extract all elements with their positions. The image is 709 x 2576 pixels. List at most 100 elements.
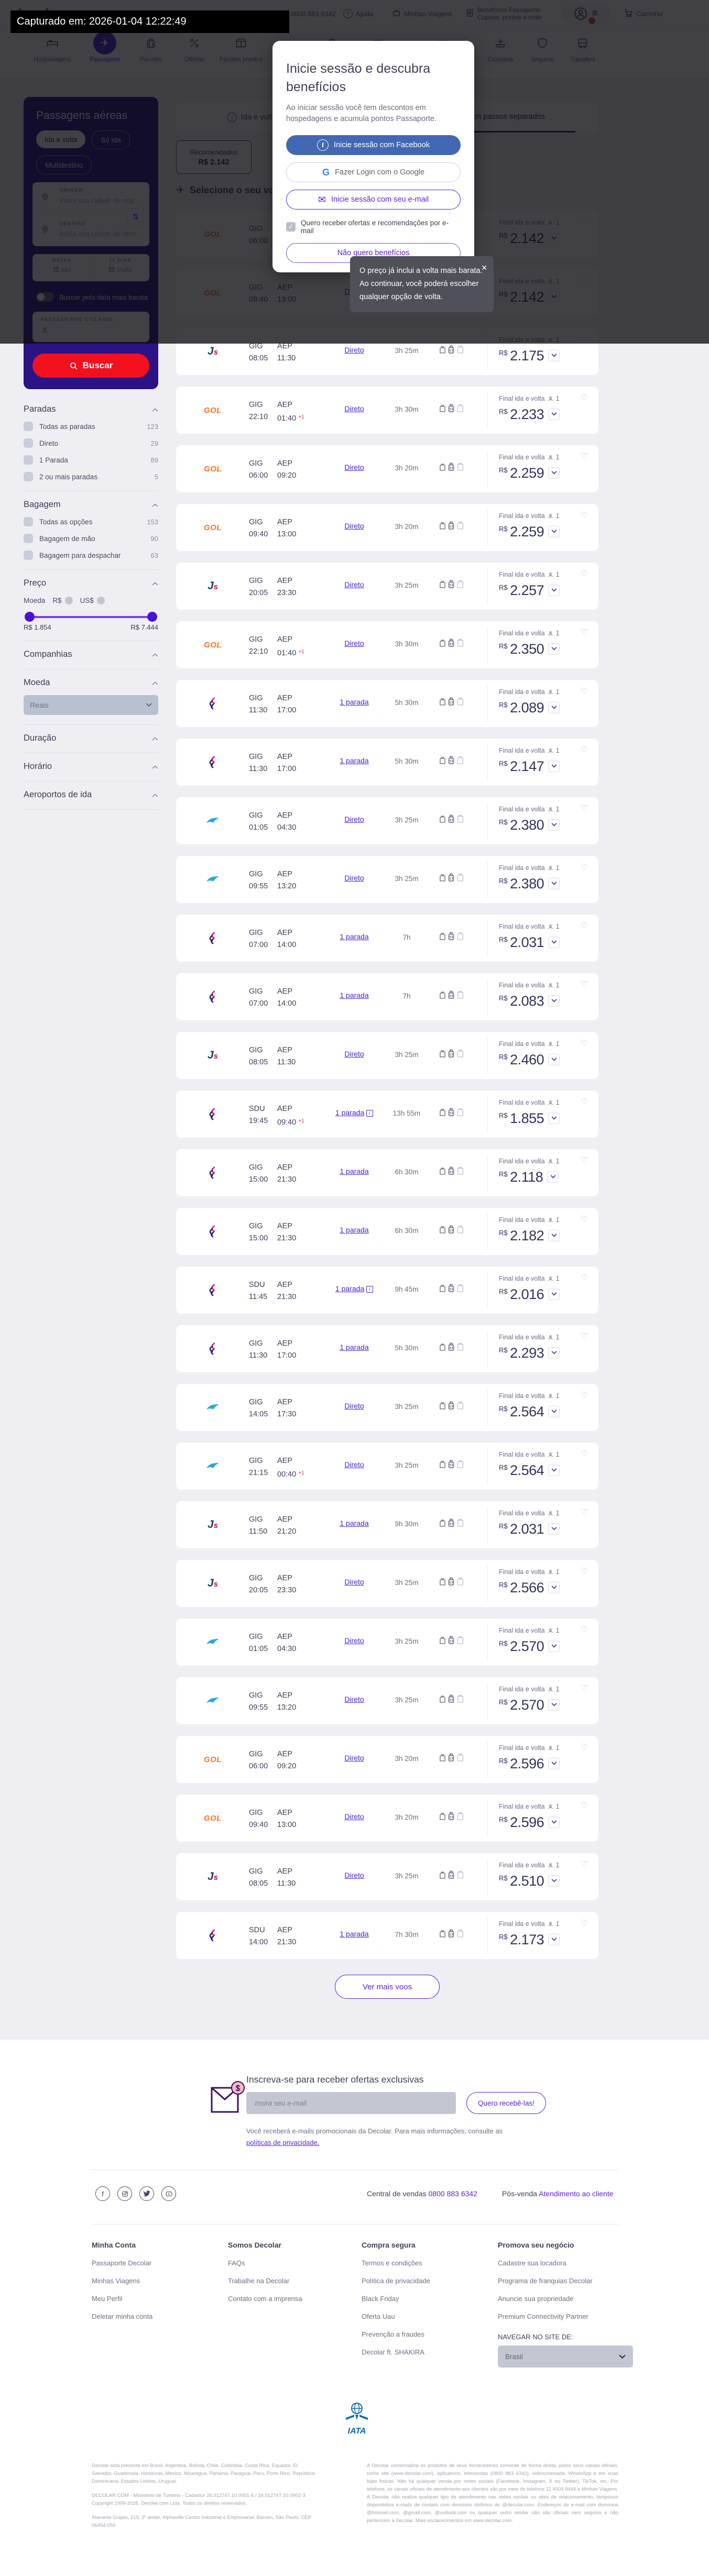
stops-info-icon[interactable]: i: [366, 1286, 374, 1293]
footer-link[interactable]: Cadastre sua locadora: [498, 2259, 566, 2267]
facebook-icon[interactable]: f: [95, 2186, 110, 2201]
expand-price-chevron-icon[interactable]: [548, 1875, 560, 1887]
flight-row[interactable]: SDU 14:00 AEP 21:30 1 parada 7h 30m Final ida …: [176, 1912, 598, 1959]
expand-price-chevron-icon[interactable]: [548, 877, 560, 889]
footer-link[interactable]: Premium Connectivity Partner: [498, 2313, 588, 2320]
flight-row[interactable]: GIG 11:30 AEP 17:00 1 parada 5h 30m Final ida …: [176, 739, 598, 786]
flight-row[interactable]: GIG 01:05 AEP 04:30 Direto 3h 25m Final ida e …: [176, 1619, 598, 1666]
footer-link[interactable]: Minhas Viagens: [92, 2277, 140, 2285]
favorite-heart-icon[interactable]: ♡: [581, 1508, 588, 1517]
footer-link[interactable]: Política de privacidade: [362, 2277, 430, 2285]
stops-link[interactable]: Direto: [344, 1636, 364, 1645]
favorite-heart-icon[interactable]: ♡: [581, 1215, 588, 1224]
expand-price-chevron-icon[interactable]: [548, 701, 560, 713]
favorite-heart-icon[interactable]: ♡: [581, 393, 588, 402]
chevron-up-icon[interactable]: [152, 405, 158, 415]
stops-link[interactable]: Direto: [344, 874, 364, 882]
facebook-login-button[interactable]: f Inicie sessão com Facebook: [286, 135, 461, 155]
favorite-heart-icon[interactable]: ♡: [581, 1391, 588, 1400]
instagram-icon[interactable]: [117, 2186, 132, 2201]
favorite-heart-icon[interactable]: ♡: [581, 863, 588, 872]
favorite-heart-icon[interactable]: ♡: [581, 511, 588, 520]
flight-row[interactable]: GIG 15:00 AEP 21:30 1 parada 6h 30m Final ida …: [176, 1208, 598, 1255]
stops-link[interactable]: 1 parada: [340, 1167, 369, 1175]
favorite-heart-icon[interactable]: ♡: [581, 980, 588, 989]
expand-price-chevron-icon[interactable]: [548, 819, 560, 831]
expand-price-chevron-icon[interactable]: [548, 408, 560, 420]
price-slider-handle-max[interactable]: [147, 612, 157, 622]
flight-row[interactable]: GIG 11:30 AEP 17:00 1 parada 5h 30m Final ida …: [176, 1325, 598, 1372]
expand-price-chevron-icon[interactable]: [548, 1347, 560, 1359]
flight-row[interactable]: GIG 07:00 AEP 14:00 1 parada 7h Final ida e vo…: [176, 915, 598, 962]
expand-price-chevron-icon[interactable]: [548, 1581, 560, 1593]
favorite-heart-icon[interactable]: ♡: [581, 628, 588, 637]
filter-checkbox[interactable]: [24, 438, 33, 448]
email-login-button[interactable]: ✉ Inicie sessão com seu e-mail: [286, 190, 461, 210]
expand-price-chevron-icon[interactable]: [548, 1288, 560, 1300]
favorite-heart-icon[interactable]: ♡: [581, 1332, 588, 1341]
favorite-heart-icon[interactable]: ♡: [581, 1039, 588, 1048]
expand-price-chevron-icon[interactable]: [548, 1640, 560, 1652]
filter-checkbox[interactable]: [24, 517, 33, 526]
twitter-icon[interactable]: [139, 2186, 154, 2201]
privacy-policy-link[interactable]: políticas de privacidade.: [246, 2139, 320, 2146]
chevron-up-icon[interactable]: [152, 501, 158, 510]
favorite-heart-icon[interactable]: ♡: [581, 1156, 588, 1165]
currency-radio[interactable]: [64, 597, 73, 604]
expand-price-chevron-icon[interactable]: [548, 643, 560, 655]
stops-link[interactable]: Direto: [344, 346, 364, 354]
flight-row[interactable]: GIG 07:00 AEP 14:00 1 parada 7h Final ida e vo…: [176, 973, 598, 1020]
chevron-up-icon[interactable]: [152, 791, 158, 800]
search-button[interactable]: Buscar: [32, 354, 149, 378]
close-icon[interactable]: ✕: [481, 263, 487, 272]
stops-link[interactable]: Direto: [344, 1754, 364, 1762]
youtube-icon[interactable]: [161, 2186, 176, 2201]
offers-checkbox[interactable]: ✓: [286, 222, 296, 232]
stops-link[interactable]: 1 parada: [335, 1284, 365, 1293]
favorite-heart-icon[interactable]: ♡: [581, 1273, 588, 1282]
expand-price-chevron-icon[interactable]: [548, 1816, 560, 1828]
flight-row[interactable]: Js GIG 11:50 AEP 21:20 1 parada 9h 30m Final id…: [176, 1501, 598, 1548]
google-login-button[interactable]: G Fazer Login com o Google: [286, 162, 461, 182]
footer-link[interactable]: Anuncie sua propriedade: [498, 2295, 574, 2303]
stops-info-icon[interactable]: i: [366, 1110, 374, 1117]
footer-link[interactable]: Decolar ft. SHAKIRA: [362, 2348, 424, 2356]
expand-price-chevron-icon[interactable]: [548, 1933, 560, 1945]
stops-link[interactable]: 1 parada: [340, 698, 369, 706]
favorite-heart-icon[interactable]: ♡: [581, 1860, 588, 1869]
favorite-heart-icon[interactable]: ♡: [581, 1567, 588, 1576]
filter-checkbox[interactable]: [24, 455, 33, 465]
flight-row[interactable]: GIG 11:30 AEP 17:00 1 parada 5h 30m Final ida …: [176, 680, 598, 727]
favorite-heart-icon[interactable]: ♡: [581, 1919, 588, 1928]
expand-price-chevron-icon[interactable]: [548, 1112, 560, 1124]
flight-row[interactable]: GIG 21:15 AEP 00:40 +1 Direto 3h 25m Final ida…: [176, 1443, 598, 1490]
filter-checkbox[interactable]: [24, 534, 33, 543]
favorite-heart-icon[interactable]: ♡: [581, 1449, 588, 1458]
stops-link[interactable]: Direto: [344, 1402, 364, 1410]
filter-checkbox[interactable]: [24, 472, 33, 481]
footer-link[interactable]: Contato com a imprensa: [228, 2295, 302, 2303]
region-select[interactable]: Brasil: [498, 2346, 633, 2368]
stops-link[interactable]: Direto: [344, 1871, 364, 1879]
stops-link[interactable]: Direto: [344, 580, 364, 589]
stops-link[interactable]: 1 parada: [340, 1930, 369, 1938]
favorite-heart-icon[interactable]: ♡: [581, 1743, 588, 1752]
chevron-up-icon[interactable]: [152, 679, 158, 688]
stops-link[interactable]: Direto: [344, 639, 364, 647]
footer-link[interactable]: Oferta Uau: [362, 2313, 395, 2320]
sales-phone-link[interactable]: 0800 883 6342: [428, 2189, 477, 2198]
expand-price-chevron-icon[interactable]: [548, 936, 560, 948]
stops-link[interactable]: 1 parada: [340, 932, 369, 941]
footer-link[interactable]: Meu Perfil: [92, 2295, 123, 2303]
chevron-up-icon[interactable]: [152, 579, 158, 589]
flight-row[interactable]: Js GIG 20:05 AEP 23:30 Direto 3h 25m Final ida …: [176, 563, 598, 610]
favorite-heart-icon[interactable]: ♡: [581, 921, 588, 930]
stops-link[interactable]: 1 parada: [340, 991, 369, 999]
expand-price-chevron-icon[interactable]: [548, 1523, 560, 1535]
chevron-up-icon[interactable]: [152, 763, 158, 772]
flight-row[interactable]: Js GIG 20:05 AEP 23:30 Direto 3h 25m Final ida …: [176, 1560, 598, 1607]
